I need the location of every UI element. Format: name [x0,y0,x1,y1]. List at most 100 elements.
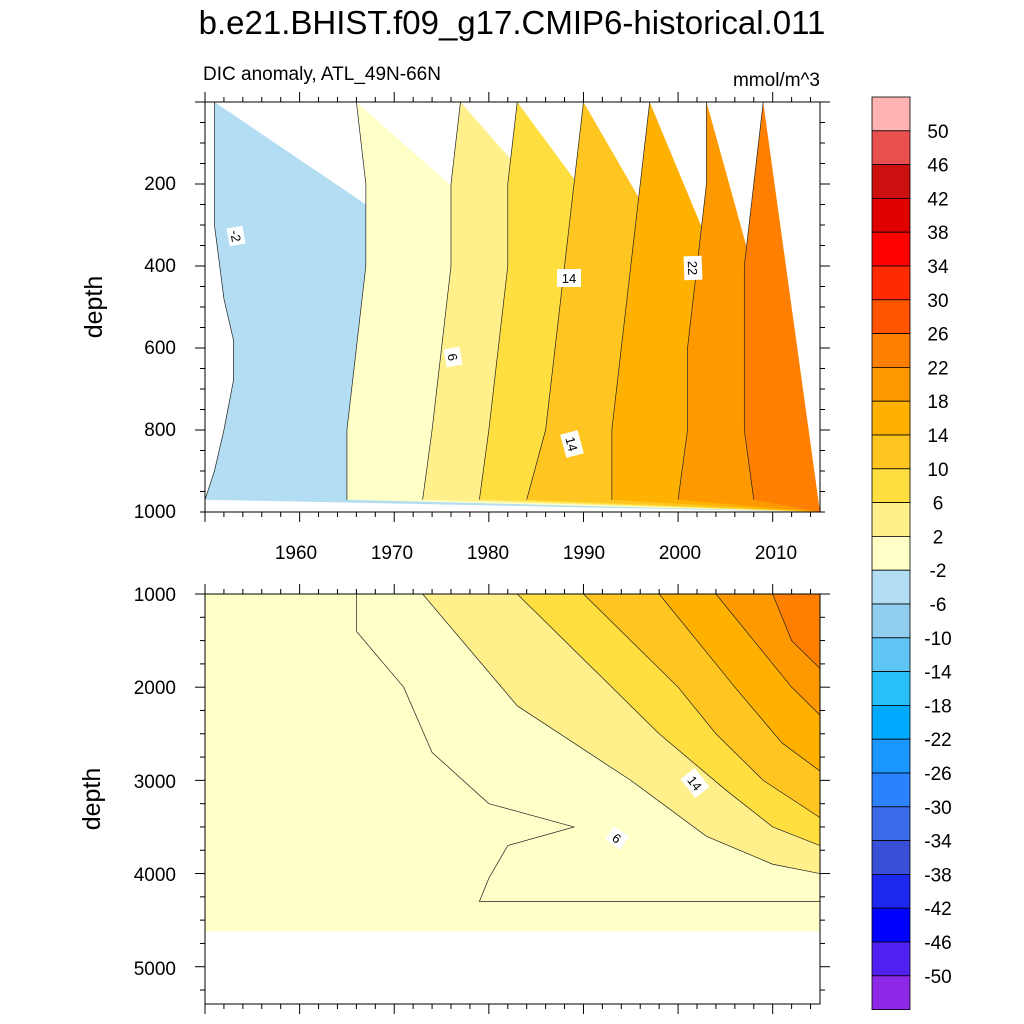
svg-text:-2: -2 [227,229,244,243]
colorbar-label: -34 [924,832,952,853]
colorbar-label: 2 [933,527,944,548]
colorbar-label: -10 [924,629,951,650]
colorbar-swatch [871,772,911,808]
x-tick-label: 1960 [275,543,317,564]
contour-line [346,102,367,500]
colorbar-swatch [871,671,911,706]
colorbar-label: -2 [930,561,947,582]
contour-line [772,594,820,669]
colorbar-label: 18 [927,392,948,413]
colorbar-label: -46 [924,933,951,954]
y-tick-label: 200 [144,174,176,195]
colorbar-label: 10 [927,460,948,481]
y-tick-label: 3000 [134,772,176,793]
colorbar-label: 22 [927,358,948,379]
colorbar-swatch [871,603,911,639]
svg-text:14: 14 [562,271,576,286]
x-tick-label: 1970 [371,543,413,564]
contour-line [526,102,584,500]
y-tick-label: 600 [144,338,176,359]
contour-line [422,594,820,874]
colorbar-label: 38 [927,223,948,244]
x-tick-labels: 1960 1970 1980 1990 2000 2010 [275,543,797,564]
colorbar-label: 6 [933,494,944,515]
colorbar-swatch [871,536,911,571]
upper-contour-fill [205,102,820,512]
y-tick-label: 4000 [134,865,176,886]
lower-y-tick-labels: 1000 2000 3000 4000 5000 [134,585,176,980]
upper-contour-labels: -2 14 22 6 14 [226,225,703,458]
upper-contour-lines [205,102,764,500]
contour-line [743,102,764,500]
colorbar-swatch [871,299,911,334]
contour-line [516,594,820,846]
contour-label: 14 [680,768,710,798]
colorbar-label: 26 [927,325,948,346]
colorbar-swatch [871,840,911,875]
contour-line [715,594,820,716]
lower-contour-fill [205,594,820,1004]
colorbar-label: -50 [924,967,951,988]
colorbar-swatch [871,265,911,301]
y-tick-label: 1000 [134,585,176,606]
colorbar-swatch [871,231,911,267]
colorbar-swatch [871,434,911,470]
colorbar-swatch [871,197,911,233]
x-tick-label: 1990 [563,543,605,564]
y-tick-label: 5000 [134,959,176,980]
svg-text:6: 6 [444,352,460,362]
contour-line [677,102,707,500]
colorbar-label: -30 [924,798,951,819]
y-tick-label: 1000 [134,502,176,523]
colorbar-swatch [871,637,911,672]
colorbar-label: 50 [927,122,948,143]
lower-contour-lines [356,594,820,902]
missing-data-region [205,931,820,1004]
x-tick-label: 2010 [755,543,797,564]
colorbar-swatch [871,975,911,1010]
contour-line [611,102,651,500]
colorbar-label: -6 [930,595,947,616]
colorbar-label: -18 [924,696,951,717]
contour-band [772,594,820,669]
contour-line [583,594,820,818]
colorbar-swatch [871,164,911,199]
contour-line [422,102,461,500]
upper-y-tick-labels: 200 400 600 800 1000 [134,174,176,523]
contour-label: 14 [560,430,584,458]
colorbar-label: -22 [924,730,951,751]
svg-text:14: 14 [562,435,580,453]
colorbar: 50 46 42 38 34 30 26 22 18 14 10 6 2 -2 -6 -10 -14 -18 -22… [871,96,952,1010]
contour-line [479,102,518,500]
colorbar-label: 42 [927,189,948,210]
colorbar-label: -42 [924,899,951,920]
contour-label: 14 [557,269,581,287]
colorbar-swatch [871,738,911,774]
lower-y-axis-label: depth [78,768,106,831]
y-tick-label: 2000 [134,678,176,699]
y-tick-label: 400 [144,256,176,277]
subtitle-left: DIC anomaly, ATL_49N-66N [203,64,441,85]
colorbar-labels: 50 46 42 38 34 30 26 22 18 14 10 6 2 -2 -6 -10 -14 -18 -22… [924,122,952,988]
colorbar-swatch [871,502,911,537]
contour-line [205,102,234,500]
lower-plot-frame [204,593,821,1005]
subtitle-units: mmol/m^3 [733,70,820,91]
upper-depth-panel: depth 200 400 600 800 1000 1960 1970 198… [80,92,830,564]
colorbar-swatch [871,400,911,436]
contour-band [744,102,820,512]
lower-tick-marks [195,584,830,1014]
x-tick-label: 2000 [659,543,701,564]
svg-text:22: 22 [685,261,700,276]
contour-line [658,594,820,772]
colorbar-label: 46 [927,156,948,177]
colorbar-swatch [871,941,911,977]
contour-label: 6 [443,346,463,368]
lower-depth-panel: depth 1000 2000 3000 4000 5000 14 6 [78,584,830,1014]
colorbar-swatch [871,96,911,132]
colorbar-label: -14 [924,663,952,684]
colorbar-label: 34 [927,257,949,278]
contour-label: 6 [605,826,629,850]
colorbar-swatch [871,569,911,605]
